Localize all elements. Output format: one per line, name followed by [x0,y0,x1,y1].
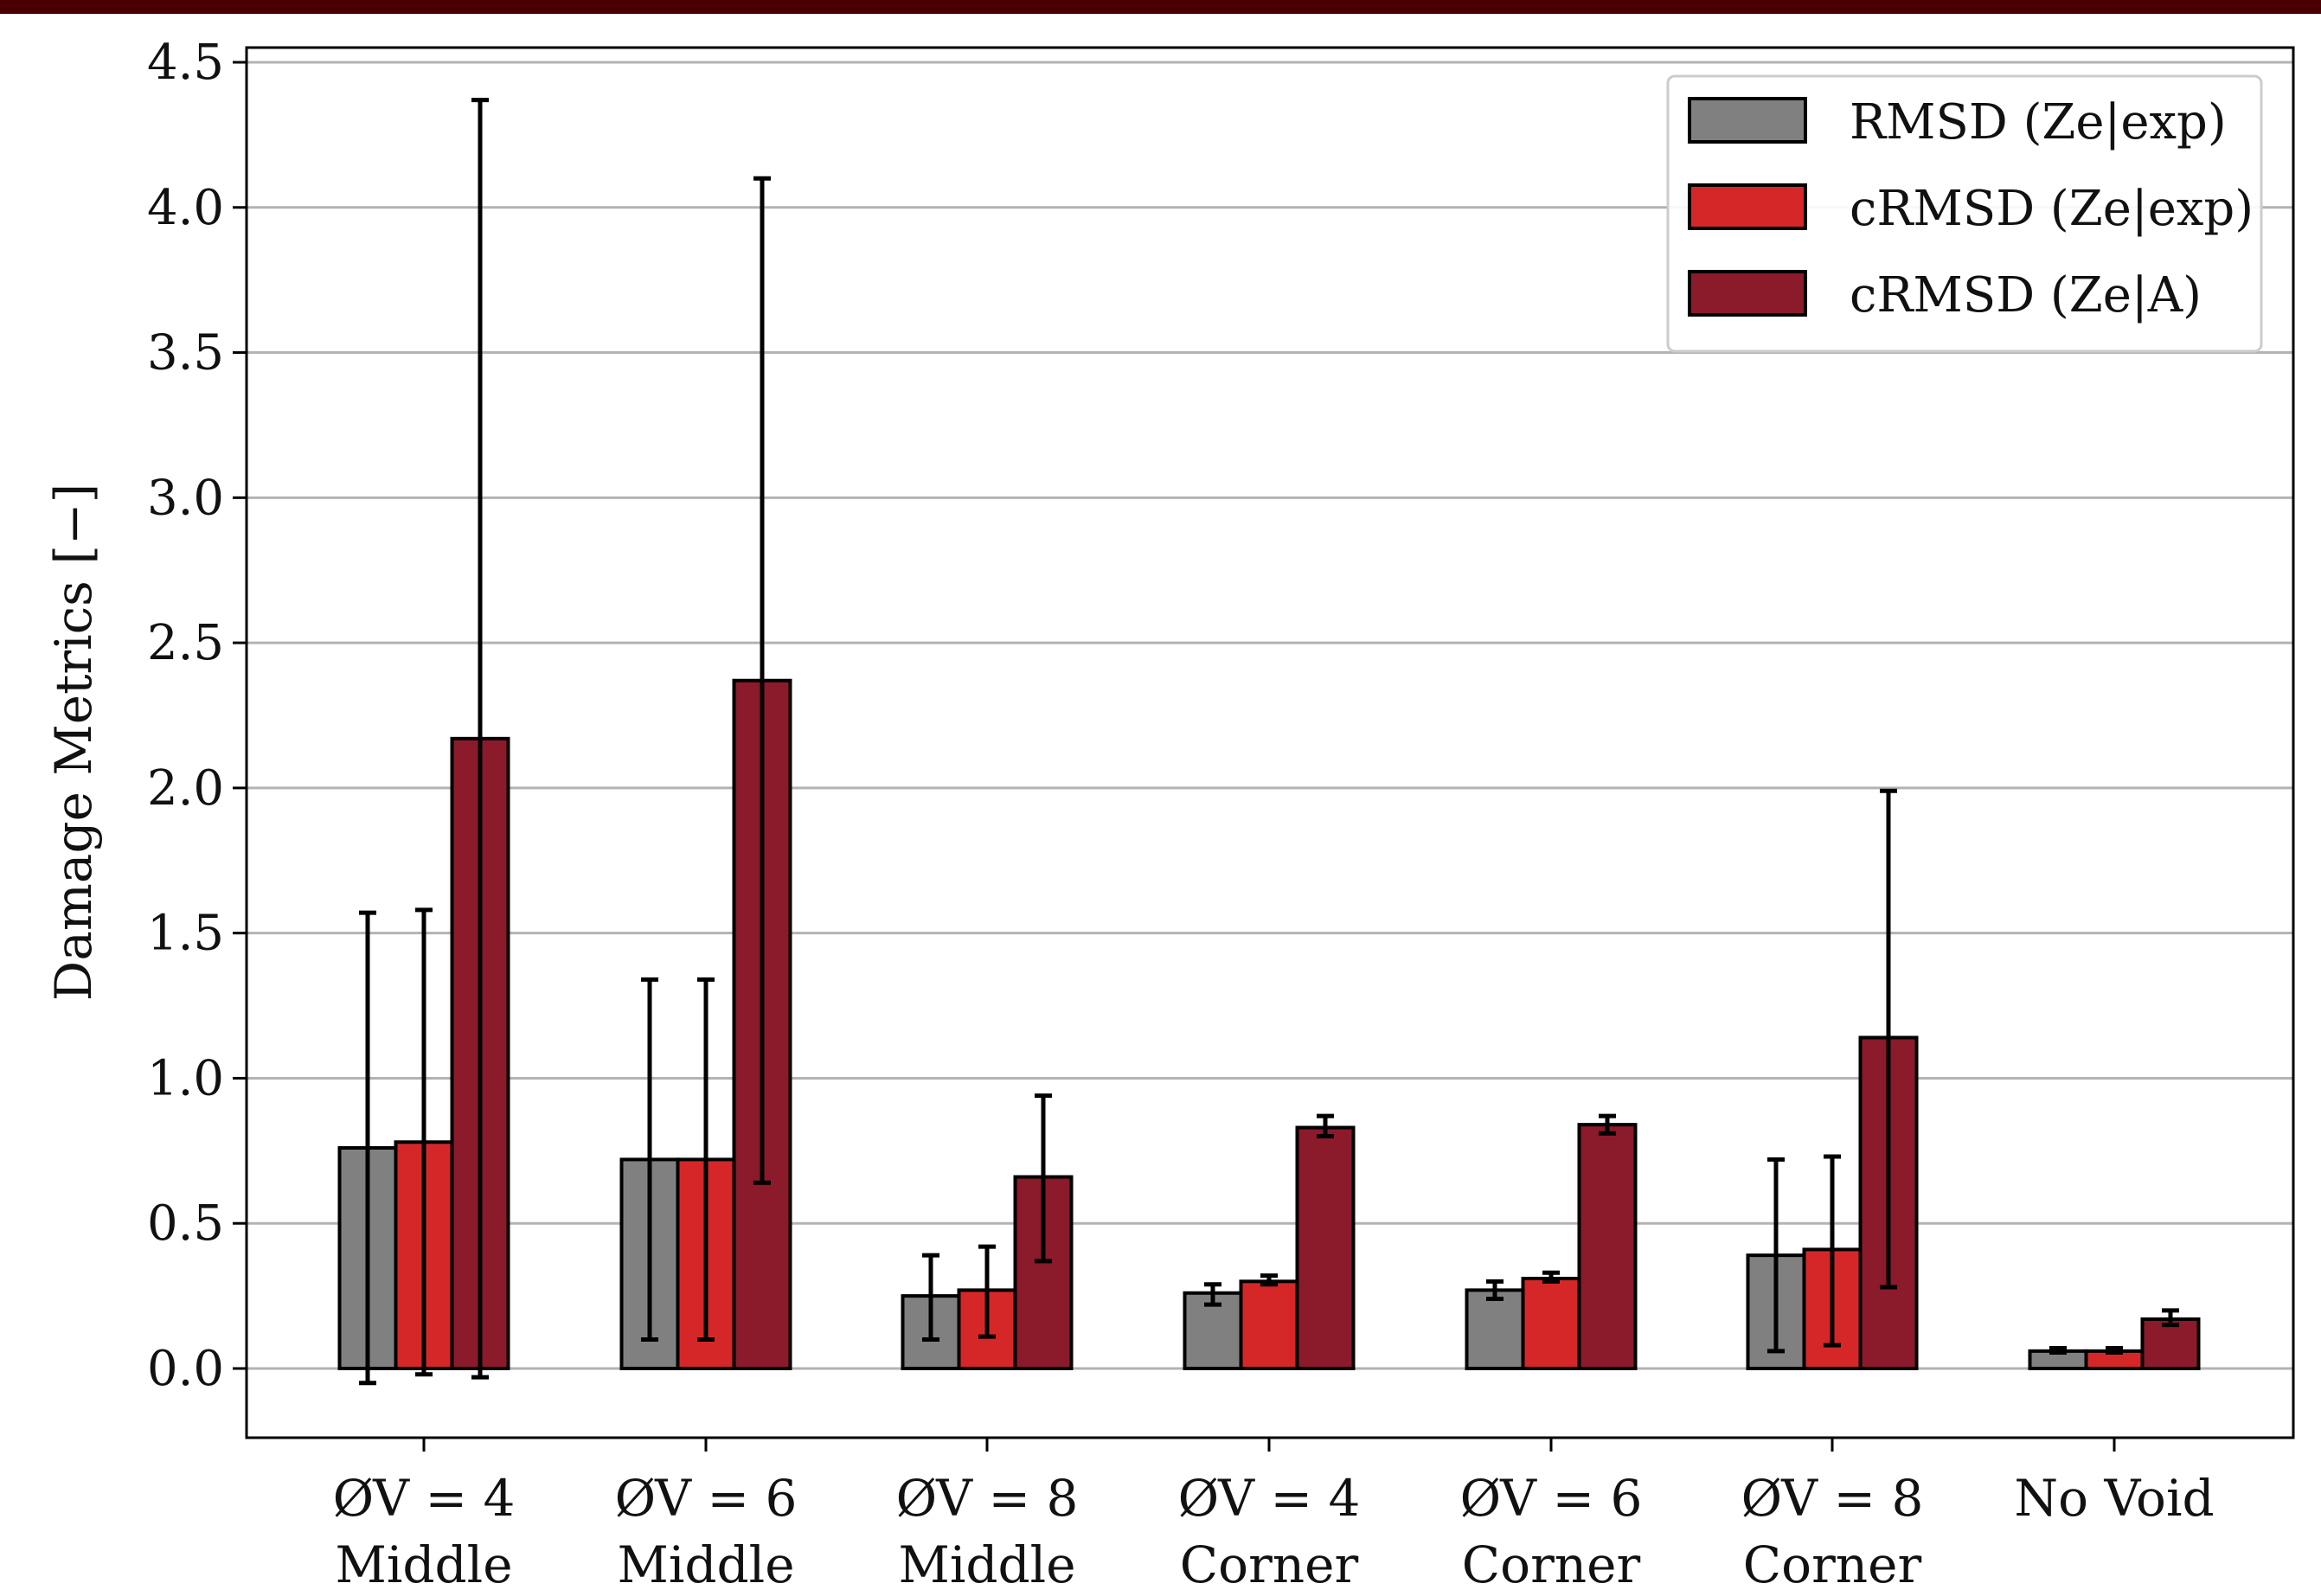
x-ticks: ØV = 4 Middle ØV = 6 Middle ØV = 8 Middle ØV =… [333,1438,2215,1594]
x-tick-label: ØV = 4 [333,1469,516,1528]
y-ticks: 0.0 0.5 1.0 1.5 2.0 2.5 3.0 3.5 4.0 4.5 [147,35,247,1397]
y-tick-label: 0.5 [147,1195,224,1252]
legend-swatch-crmsd-a [1688,270,1807,317]
x-tick-label: ØV = 8 [1741,1469,1924,1528]
x-tick-label: ØV = 6 [1460,1469,1643,1528]
bars [337,678,2201,1371]
y-tick-label: 2.5 [147,615,224,671]
error-bar [1542,1270,1560,1284]
error-bar [697,977,715,1342]
error-bar [1486,1279,1504,1301]
error-bar [2162,1308,2179,1328]
top-border-bar [0,0,2321,14]
legend-box [1666,74,2263,353]
bar [1521,1276,1581,1371]
y-axis-label: Damage Metrics [−] [44,484,103,1001]
x-tick-label: ØV = 4 [1178,1469,1361,1528]
error-bar [2106,1346,2123,1356]
legend-swatch-rmsd [1688,97,1807,144]
y-tick-label: 0.0 [147,1341,224,1397]
error-bar [922,1253,939,1342]
x-tick-label: No Void [2014,1469,2214,1528]
error-bar [1204,1282,1221,1307]
error-bar [753,176,771,1185]
error-bar [359,910,376,1386]
error-bar [1767,1157,1785,1354]
x-tick-label: Middle [898,1535,1075,1594]
legend-label-crmsd-exp: cRMSD (Ze|exp) [1850,181,2254,237]
y-tick-label: 4.0 [147,180,224,236]
y-tick-label: 3.0 [147,470,224,526]
legend-label-crmsd-a: cRMSD (Ze|A) [1850,267,2202,324]
legend-swatch-crmsd-exp [1688,183,1807,230]
y-tick-label: 3.5 [147,325,224,381]
x-tick-label: Middle [335,1535,512,1594]
error-bars [359,98,2179,1386]
x-tick-label: ØV = 8 [896,1469,1079,1528]
error-bar [471,98,489,1380]
error-bar [978,1244,996,1339]
error-bar [1599,1113,1616,1136]
bar [1465,1288,1525,1371]
error-bar [641,977,658,1342]
y-tick-label: 1.0 [147,1050,224,1106]
error-bar [1880,788,1897,1290]
x-tick-label: ØV = 6 [615,1469,798,1528]
error-bar [415,907,433,1377]
error-bar [1317,1113,1334,1139]
x-tick-label: Corner [1180,1535,1359,1594]
error-bar [1035,1093,1052,1264]
error-bar [2049,1346,2067,1356]
y-tick-label: 2.0 [147,760,224,817]
y-tick-label: 1.5 [147,906,224,962]
x-tick-label: Corner [1462,1535,1641,1594]
bar [1239,1279,1299,1371]
y-tick-label: 4.5 [147,35,224,91]
error-bar [1824,1154,1841,1348]
x-tick-label: Middle [617,1535,794,1594]
x-tick-label: Corner [1743,1535,1922,1594]
bar [1577,1123,1638,1370]
legend: RMSD (Ze|exp) cRMSD (Ze|exp) cRMSD (Ze|A… [1666,74,2263,353]
bar [1295,1125,1356,1370]
bar [1183,1291,1243,1371]
legend-label-rmsd: RMSD (Ze|exp) [1850,94,2227,151]
error-bar [1260,1273,1278,1287]
